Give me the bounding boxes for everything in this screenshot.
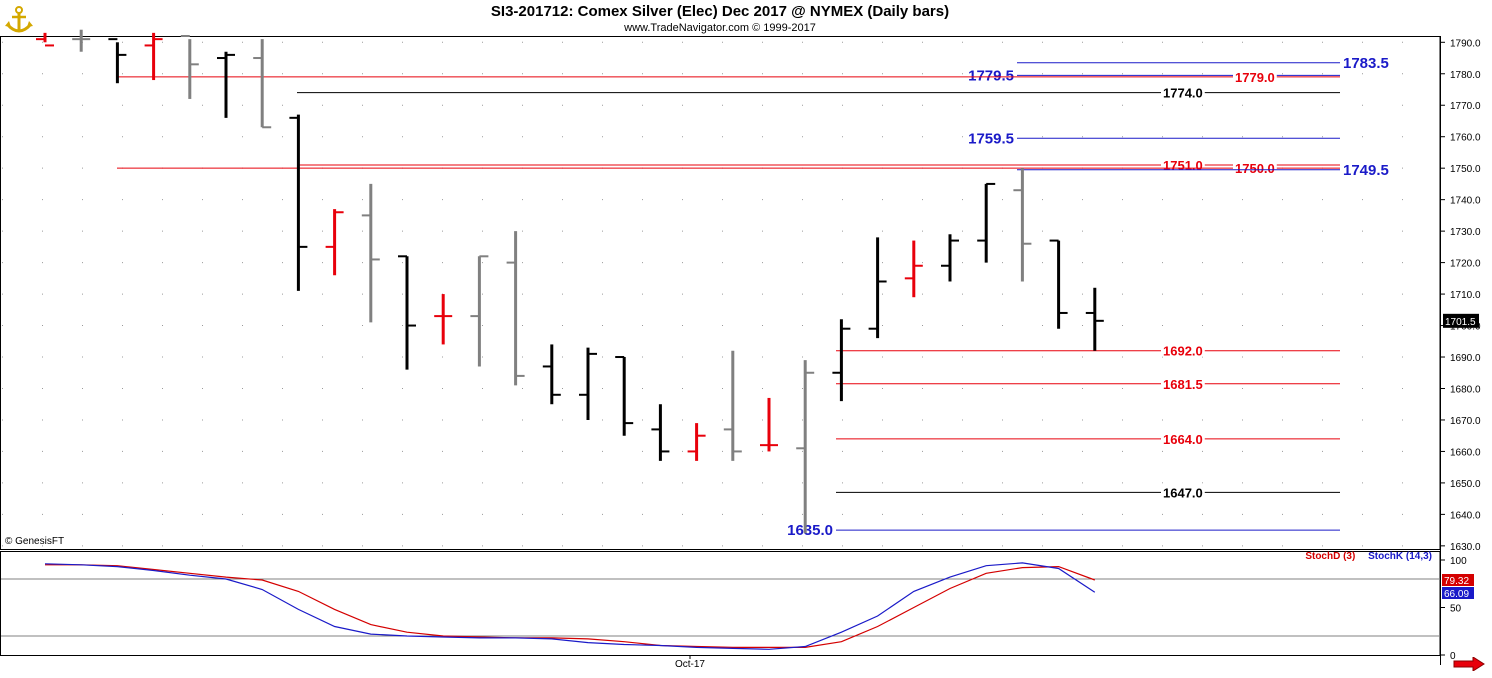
- chart-title: SI3-201712: Comex Silver (Elec) Dec 2017…: [490, 3, 950, 20]
- level-label: 1774.0: [1163, 86, 1203, 101]
- level-label: 1749.5: [1343, 162, 1389, 179]
- y-tick-label: 1730.0: [1450, 227, 1481, 238]
- level-label: 1779.0: [1235, 70, 1275, 85]
- stochk-line: [44, 562, 1096, 650]
- stoch-legend: StochD (3) StochK (14,3): [1305, 551, 1432, 562]
- level-label-bg: [1161, 483, 1205, 499]
- level-label-bg: [785, 521, 835, 537]
- y-tick-label: 1760.0: [1450, 133, 1481, 144]
- level-label: 1681.5: [1163, 377, 1203, 392]
- price-panel-frame: [0, 36, 1441, 550]
- level-label-bg: [966, 66, 1016, 82]
- chart-subtitle: www.TradeNavigator.com © 1999-2017: [624, 22, 816, 34]
- y-tick-label: 1630.0: [1450, 542, 1481, 553]
- y-tick-label: 1680.0: [1450, 384, 1481, 395]
- level-label-bg: [1161, 429, 1205, 445]
- anchor-logo-icon: [5, 6, 33, 33]
- x-tick-label: Oct-17: [675, 659, 705, 670]
- y-tick-label: 1750.0: [1450, 164, 1481, 175]
- level-label: 1692.0: [1163, 344, 1203, 359]
- y-tick-label: 1770.0: [1450, 101, 1481, 112]
- y-tick-label: 1720.0: [1450, 259, 1481, 270]
- last-price-label: 1701.5: [1445, 317, 1476, 328]
- level-label-bg: [1161, 83, 1205, 99]
- y-tick-label: 1710.0: [1450, 290, 1481, 301]
- stoch-tick-label: 50: [1450, 604, 1462, 615]
- y-tick-label: 1640.0: [1450, 510, 1481, 521]
- stoch-panel-frame: [0, 551, 1441, 656]
- level-label-bg: [1233, 67, 1277, 83]
- level-label: 1647.0: [1163, 485, 1203, 500]
- level-label: 1783.5: [1343, 55, 1389, 72]
- stochd-line: [45, 564, 1096, 648]
- stochd-value-label: 79.32: [1444, 576, 1469, 587]
- level-label-bg: [1161, 341, 1205, 357]
- level-label: 1750.0: [1235, 161, 1275, 176]
- level-label-bg: [1161, 156, 1205, 172]
- level-label-bg: [1341, 53, 1391, 69]
- stoch-tick-label: 100: [1450, 556, 1467, 567]
- level-label: 1759.5: [968, 130, 1014, 147]
- level-label: 1751.0: [1163, 158, 1203, 173]
- y-tick-label: 1660.0: [1450, 447, 1481, 458]
- y-tick-label: 1690.0: [1450, 353, 1481, 364]
- level-label-bg: [1233, 159, 1277, 175]
- level-label-bg: [1161, 374, 1205, 390]
- copyright-label: © GenesisFT: [5, 536, 65, 547]
- y-tick-label: 1650.0: [1450, 479, 1481, 490]
- stochd-value-tag: [1442, 574, 1474, 586]
- stochk-value-tag: [1442, 587, 1474, 599]
- y-tick-label: 1780.0: [1450, 70, 1481, 81]
- stochk-value-label: 66.09: [1444, 589, 1469, 600]
- stochd-legend-label: StochD (3): [1305, 551, 1356, 562]
- y-tick-label: 1740.0: [1450, 196, 1481, 207]
- level-label-bg: [1341, 160, 1391, 176]
- level-label: 1664.0: [1163, 432, 1203, 447]
- level-label: 1635.0: [787, 522, 833, 539]
- y-tick-label: 1790.0: [1450, 38, 1481, 49]
- last-price-tag: [1443, 313, 1479, 328]
- level-label-bg: [966, 129, 1016, 145]
- stoch-tick-label: 0: [1450, 651, 1456, 662]
- y-tick-label: 1670.0: [1450, 416, 1481, 427]
- level-label: 1779.5: [968, 67, 1014, 84]
- stochk-legend-label: StochK (14,3): [1368, 551, 1432, 562]
- scroll-right-arrow-icon[interactable]: [1453, 657, 1485, 671]
